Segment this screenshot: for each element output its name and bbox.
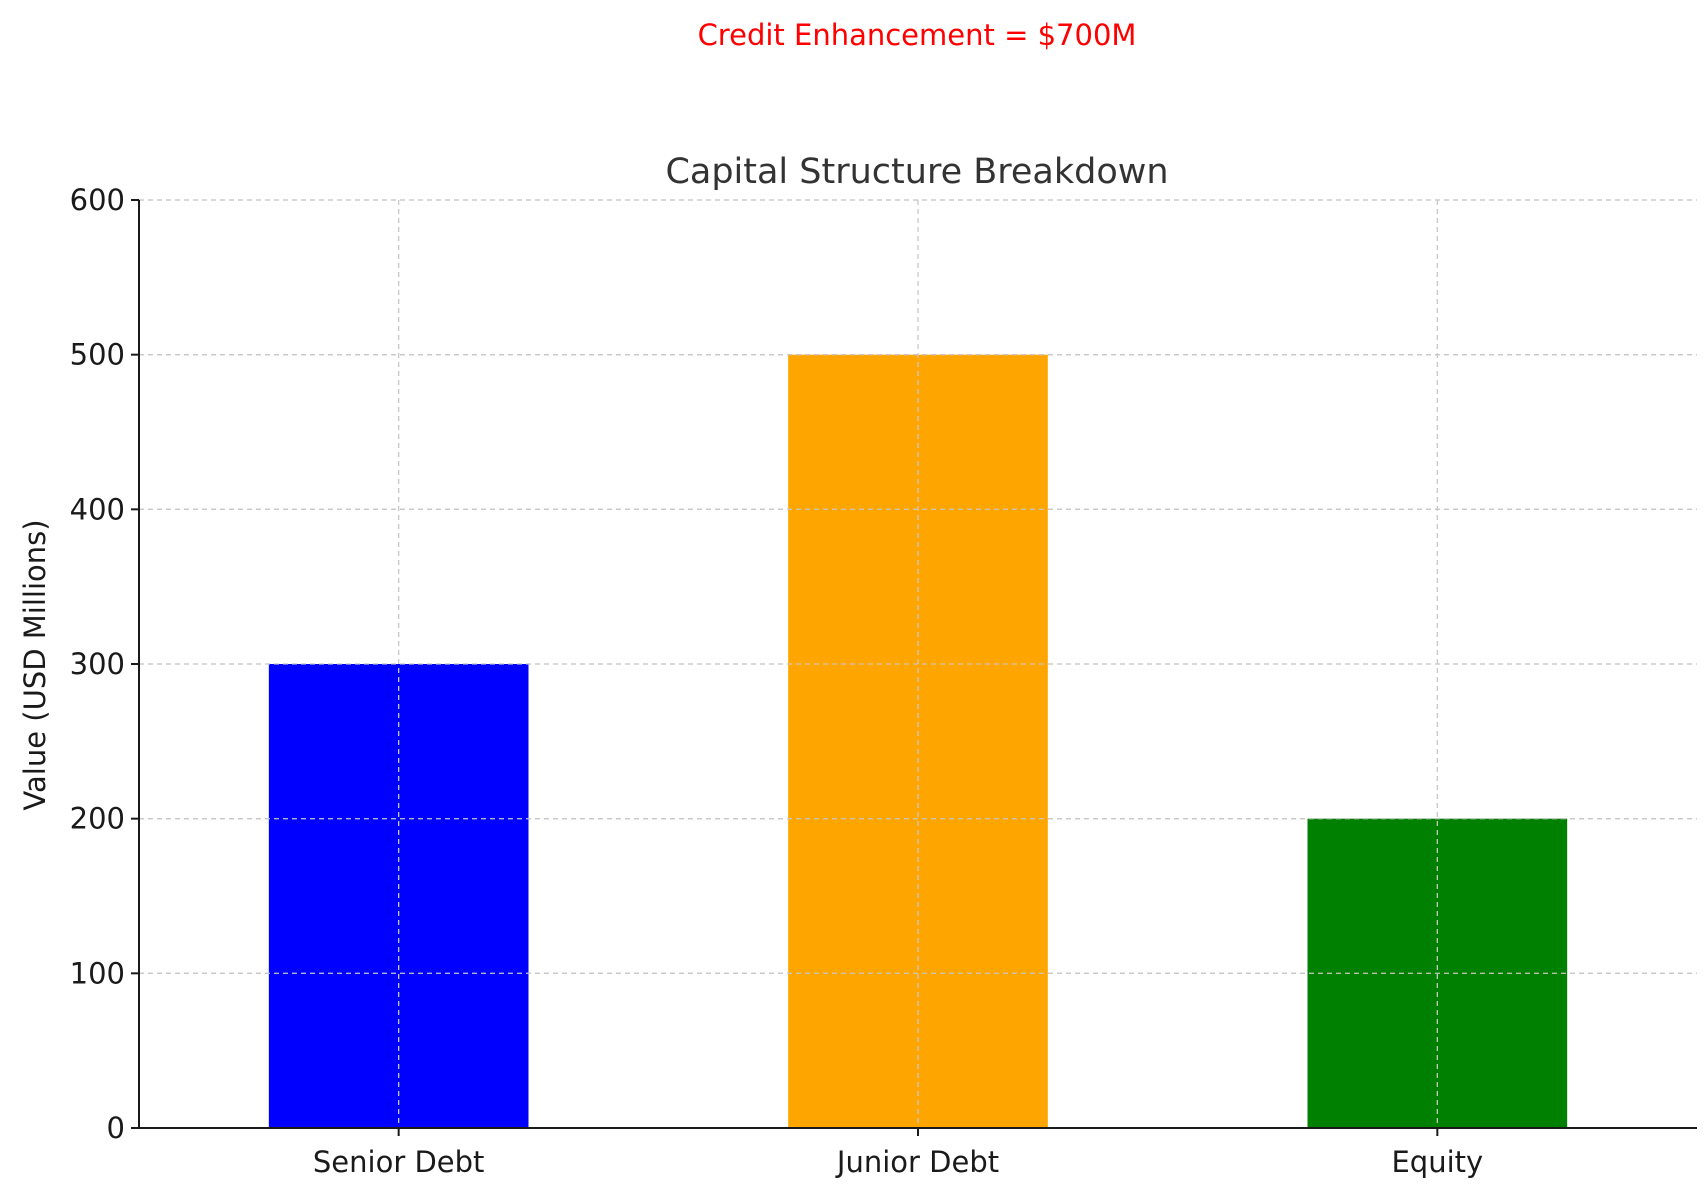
y-tick-label: 0 <box>107 1111 125 1145</box>
x-tick-label: Equity <box>1391 1145 1483 1179</box>
y-tick-label: 100 <box>70 956 125 990</box>
credit-enhancement-annotation: Credit Enhancement = $700M <box>698 18 1137 52</box>
chart-title: Capital Structure Breakdown <box>665 152 1168 192</box>
y-tick-label: 400 <box>70 492 125 526</box>
axes <box>131 199 1697 1136</box>
y-tick-label: 200 <box>70 802 125 836</box>
x-tick-label: Senior Debt <box>313 1145 485 1179</box>
y-tick-label: 600 <box>70 183 125 217</box>
y-tick-labels: 0 100 200 300 400 500 600 <box>70 183 125 1145</box>
x-tick-label: Junior Debt <box>835 1145 999 1179</box>
y-tick-label: 300 <box>70 647 125 681</box>
x-tick-labels: Senior Debt Junior Debt Equity <box>313 1145 1483 1179</box>
gridlines-overlay <box>139 199 1697 1128</box>
y-tick-label: 500 <box>70 338 125 372</box>
y-axis-title: Value (USD Millions) <box>18 519 52 810</box>
